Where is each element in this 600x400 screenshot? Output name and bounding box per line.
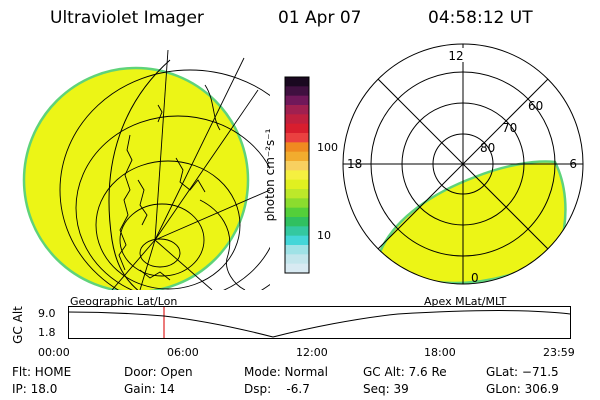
x-tick-1200: 12:00 <box>296 346 328 359</box>
uv-emission-disk <box>22 66 250 290</box>
auroral-oval-region <box>378 160 567 284</box>
status-door: Door: Open <box>124 365 193 379</box>
y-tick-9-0: 9.0 <box>38 307 56 320</box>
colorbar-cell <box>285 263 309 274</box>
geographic-image-panel <box>22 49 270 290</box>
mlt-label-6: 6 <box>569 157 577 171</box>
altitude-timeline <box>68 306 571 339</box>
header-date: 01 Apr 07 <box>278 8 362 28</box>
colorbar-cell <box>285 235 309 246</box>
polar-grid <box>342 43 584 285</box>
colorbar-cell <box>285 151 309 162</box>
colorbar-cell <box>285 254 309 265</box>
colorbar-cell <box>285 114 309 125</box>
colorbar-cell <box>285 161 309 171</box>
mlat-label-70: 70 <box>502 121 517 135</box>
status-mode: Mode: Normal <box>244 365 328 379</box>
colorbar-cell <box>285 77 309 87</box>
colorbar-cell <box>285 198 309 209</box>
status-flt: Flt: HOME <box>12 365 72 379</box>
colorbar-cell <box>285 142 309 153</box>
colorbar-cell <box>285 86 309 97</box>
status-ip: IP: 18.0 <box>12 382 58 396</box>
header-time: 04:58:12 UT <box>428 8 533 28</box>
colorbar-cell <box>285 133 309 143</box>
gc-alt-axis-label: GC Alt <box>11 306 25 344</box>
colorbar-cell <box>285 245 309 255</box>
mlt-label-18: 18 <box>347 157 362 171</box>
altitude-curve <box>68 310 571 338</box>
colorbar-tick-10: 10 <box>317 229 331 242</box>
y-tick-1-8: 1.8 <box>38 326 56 339</box>
status-gain: Gain: 14 <box>124 382 175 396</box>
mlat-label-60: 60 <box>528 99 543 113</box>
coastline <box>118 84 246 290</box>
colorbar-cell <box>285 179 309 190</box>
intensity-colorbar <box>284 76 310 274</box>
colorbar-cell <box>285 170 309 181</box>
x-tick-1800: 18:00 <box>424 346 456 359</box>
x-tick-0000: 00:00 <box>38 346 70 359</box>
polar-mlt-plot: 12 18 6 0 60 70 80 <box>342 43 584 285</box>
colorbar-cell <box>285 207 309 218</box>
colorbar-cell <box>285 95 309 106</box>
mlt-label-0: 0 <box>471 271 479 285</box>
app-title: Ultraviolet Imager <box>50 8 204 28</box>
left-panel-label: Geographic Lat/Lon <box>70 295 178 308</box>
status-glon: GLon: 306.9 <box>486 382 559 396</box>
colorbar-cell <box>285 217 309 227</box>
mlat-label-80: 80 <box>480 141 495 155</box>
status-gc-alt: GC Alt: 7.6 Re <box>363 365 447 379</box>
colorbar-tick-100: 100 <box>317 141 338 154</box>
status-glat: GLat: −71.5 <box>486 365 559 379</box>
colorbar-unit-label: photon cm⁻²s⁻¹ <box>263 128 277 222</box>
colorbar-cell <box>285 123 309 134</box>
x-tick-2359: 23:59 <box>543 346 575 359</box>
mlt-label-12: 12 <box>448 49 463 63</box>
status-seq: Seq: 39 <box>363 382 409 396</box>
x-tick-0600: 06:00 <box>167 346 199 359</box>
colorbar-cell <box>285 105 309 115</box>
status-dsp: Dsp: -6.7 <box>244 382 310 396</box>
colorbar-cell <box>285 189 309 199</box>
terminator-line <box>108 59 171 290</box>
colorbar-cell <box>285 226 309 237</box>
right-panel-label: Apex MLat/MLT <box>424 295 507 308</box>
geographic-grid <box>59 49 270 290</box>
